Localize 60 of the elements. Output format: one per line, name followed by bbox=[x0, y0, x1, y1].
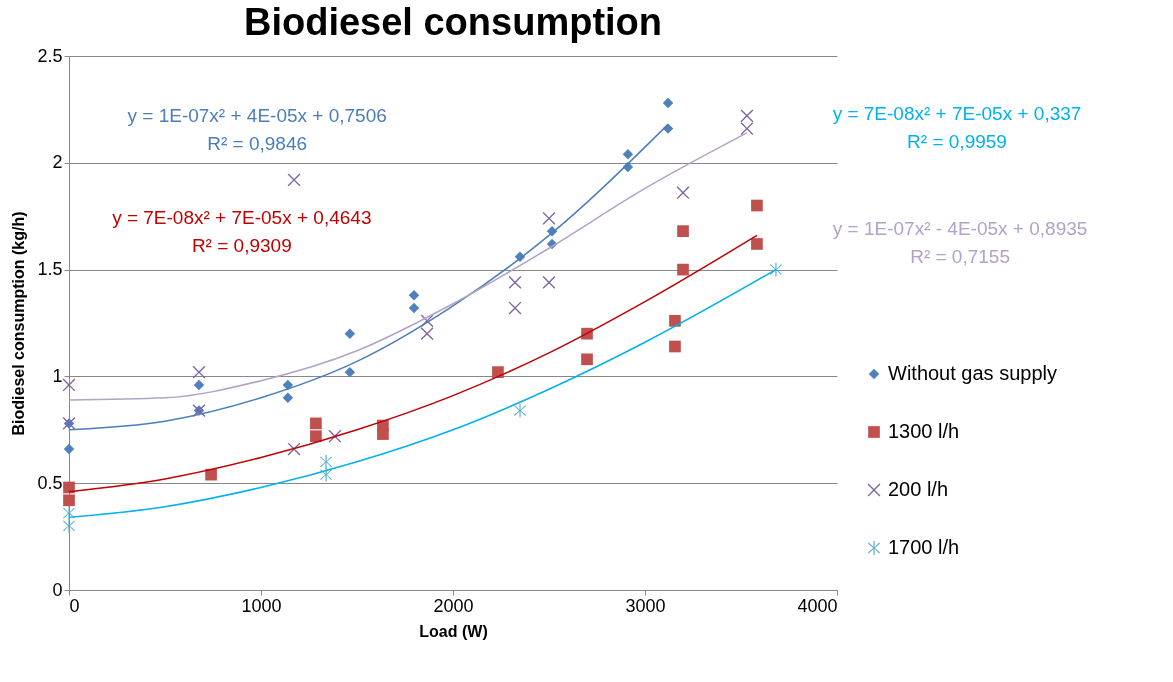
legend-label: 200 l/h bbox=[888, 478, 949, 500]
x-tick-label: 1000 bbox=[241, 595, 282, 616]
legend-label: Without gas supply bbox=[888, 362, 1057, 384]
point bbox=[751, 199, 763, 212]
point bbox=[514, 403, 526, 418]
y-tick-label: 0.5 bbox=[37, 472, 63, 493]
legend-label: 1300 l/h bbox=[888, 420, 960, 442]
x-tick-label: 3000 bbox=[625, 595, 666, 616]
x-tick-label: 0 bbox=[69, 595, 80, 616]
point bbox=[508, 301, 522, 315]
point bbox=[542, 211, 556, 225]
point bbox=[63, 519, 75, 533]
point bbox=[677, 263, 689, 276]
point bbox=[662, 97, 674, 109]
point bbox=[63, 481, 75, 494]
point bbox=[320, 454, 333, 469]
y-tick-label: 1.5 bbox=[37, 259, 63, 280]
y-axis-title: Biodiesel consumption (kg/h) bbox=[10, 211, 28, 436]
point bbox=[193, 379, 205, 391]
point bbox=[408, 289, 420, 301]
point bbox=[420, 327, 434, 341]
point bbox=[62, 378, 76, 392]
annotation: y = 1E-07x² - 4E-05x + 0,8935 R² = 0,7155 bbox=[832, 218, 1088, 268]
y-tick-label: 2.5 bbox=[37, 45, 63, 66]
point bbox=[310, 430, 322, 443]
point bbox=[377, 428, 389, 440]
y-tick-label: 0 bbox=[52, 579, 63, 600]
point bbox=[669, 315, 681, 327]
point bbox=[740, 122, 754, 136]
legend-label: 1700 l/h bbox=[888, 536, 960, 558]
point bbox=[677, 225, 689, 237]
point bbox=[542, 276, 556, 289]
annotation: y = 7E-08x² + 7E-05x + 0,4643 R² = 0,9309 bbox=[112, 207, 372, 257]
point bbox=[669, 340, 681, 353]
point bbox=[344, 366, 356, 378]
annotation: y = 1E-07x² + 4E-05x + 0,7506 R² = 0,9846 bbox=[127, 104, 387, 154]
point bbox=[751, 238, 763, 250]
y-tick-label: 1 bbox=[52, 365, 63, 386]
point bbox=[622, 149, 634, 160]
point bbox=[63, 443, 75, 455]
annotation: y = 7E-08x² + 7E-05x + 0,337 R² = 0,9959 bbox=[832, 102, 1082, 152]
point bbox=[676, 186, 690, 200]
point bbox=[282, 392, 294, 403]
y-tick-label: 2 bbox=[52, 152, 63, 173]
point bbox=[344, 328, 356, 339]
point bbox=[328, 429, 342, 443]
point bbox=[508, 276, 522, 289]
point bbox=[581, 353, 593, 366]
x-axis-title: Load (W) bbox=[419, 622, 488, 640]
x-tick-label: 4000 bbox=[797, 595, 838, 616]
chart-title: Biodiesel consumption bbox=[243, 1, 663, 43]
x-tick-label: 2000 bbox=[433, 595, 474, 616]
point bbox=[192, 365, 206, 379]
point bbox=[205, 468, 217, 481]
point bbox=[740, 109, 754, 123]
point bbox=[408, 302, 420, 314]
point bbox=[282, 379, 294, 391]
point bbox=[63, 494, 75, 507]
point bbox=[310, 417, 322, 430]
point bbox=[287, 173, 301, 187]
